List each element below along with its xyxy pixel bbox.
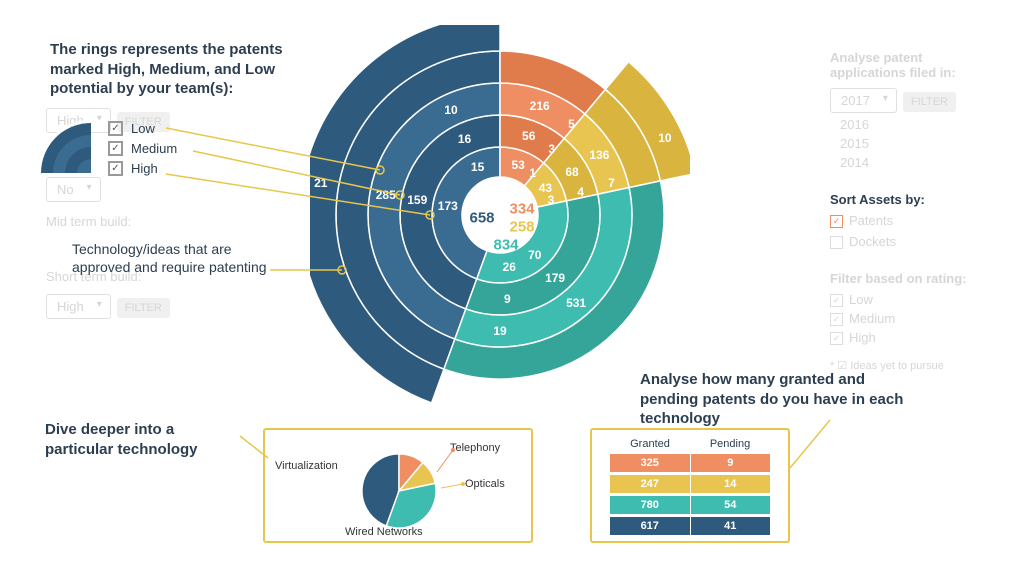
technology-pie-box: Virtualization Telephony Opticals Wired … [263, 428, 533, 543]
legend-med-label: Medium [131, 141, 177, 156]
filter-title: Filter based on rating: [830, 271, 1000, 286]
legend-rings: ✓ Low ✓ Medium ✓ High [46, 116, 177, 181]
cell-pending: 14 [690, 475, 771, 493]
pie-label-wired: Wired Networks [345, 526, 423, 538]
table-row: 24714 [610, 475, 770, 493]
ghost-select-high-2: High [46, 294, 111, 319]
table-row: 78054 [610, 496, 770, 514]
filter-high-label: High [849, 330, 876, 345]
cell-pending: 54 [690, 496, 771, 514]
filter-high-cb[interactable]: ✓ [830, 332, 843, 345]
ghost-filter-btn-2: FILTER [117, 298, 170, 318]
th-pending: Pending [690, 438, 770, 450]
filter-med-cb[interactable]: ✓ [830, 313, 843, 326]
sort-title: Sort Assets by: [830, 192, 1000, 207]
th-granted: Granted [610, 438, 690, 450]
sort-dockets-label: Dockets [849, 234, 896, 249]
table-row: 61741 [610, 517, 770, 535]
technology-pie [360, 452, 438, 530]
cell-granted: 325 [610, 454, 690, 472]
legend-high-label: High [131, 161, 158, 176]
filter-low-cb[interactable]: ✓ [830, 294, 843, 307]
ghost-analyse-title: Analyse patent applications filed in: [830, 50, 1000, 80]
cell-pending: 41 [690, 517, 771, 535]
infographic-canvas: HighFILTER No Mid term build: Short term… [0, 0, 1024, 576]
filter-low-label: Low [849, 292, 873, 307]
cell-pending: 9 [690, 454, 771, 472]
rings-title: The rings represents the patents marked … [50, 40, 310, 99]
sunburst-chart: 1731592852115161053562161354368136103477… [310, 25, 690, 405]
granted-pending-table: GrantedPending 3259247147805461741 [590, 428, 790, 543]
technology-note: Technology/ideas that are approved and r… [72, 240, 292, 276]
ghost-year-2015: 2015 [840, 136, 1000, 151]
ghost-midterm-label: Mid term build: [46, 214, 170, 229]
legend-low-label: Low [131, 121, 155, 136]
analyse-granted-title: Analyse how many granted and pending pat… [640, 370, 920, 429]
sort-patents-label: Patents [849, 213, 893, 228]
cell-granted: 617 [610, 517, 690, 535]
cell-granted: 247 [610, 475, 690, 493]
pie-label-virtualization: Virtualization [275, 460, 338, 472]
dive-deeper-title: Dive deeper into a particular technology [45, 420, 245, 459]
ghost-right-panel: Analyse patent applications filed in: 20… [830, 50, 1000, 372]
ghost-year-select: 2017 [830, 88, 897, 113]
ghost-year-filter: FILTER [903, 92, 956, 112]
pie-label-opticals: Opticals [465, 478, 505, 490]
pie-label-telephony: Telephony [450, 442, 500, 454]
sort-dockets-cb[interactable] [830, 236, 843, 249]
ghost-year-2016: 2016 [840, 117, 1000, 132]
table-row: 3259 [610, 454, 770, 472]
ghost-year-2014: 2014 [840, 155, 1000, 170]
legend-med-cb[interactable]: ✓ [108, 141, 123, 156]
sort-patents-cb[interactable]: ✓ [830, 215, 843, 228]
legend-low-cb[interactable]: ✓ [108, 121, 123, 136]
filter-med-label: Medium [849, 311, 895, 326]
legend-high-cb[interactable]: ✓ [108, 161, 123, 176]
cell-granted: 780 [610, 496, 690, 514]
